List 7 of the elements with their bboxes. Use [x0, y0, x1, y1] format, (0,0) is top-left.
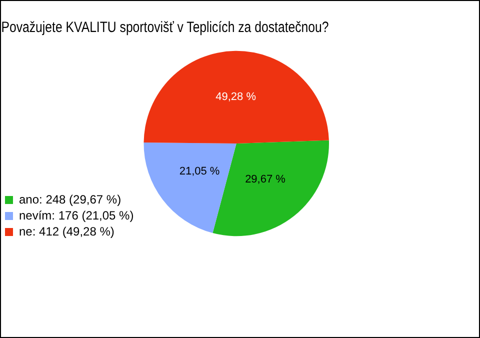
data-label: 29,67 %	[245, 174, 286, 186]
data-label: 49,28 %	[216, 91, 256, 104]
data-label: 21,05 %	[179, 166, 220, 178]
chart-title: Považujete KVALITU sportovišť v Teplicích za dostatečnou?	[1, 19, 330, 36]
legend-label: ano: 248 (29,67 %)	[19, 192, 122, 206]
legend-label: ne: 412 (49,28 %)	[19, 224, 114, 238]
legend-label: nevím: 176 (21,05 %)	[19, 208, 134, 222]
